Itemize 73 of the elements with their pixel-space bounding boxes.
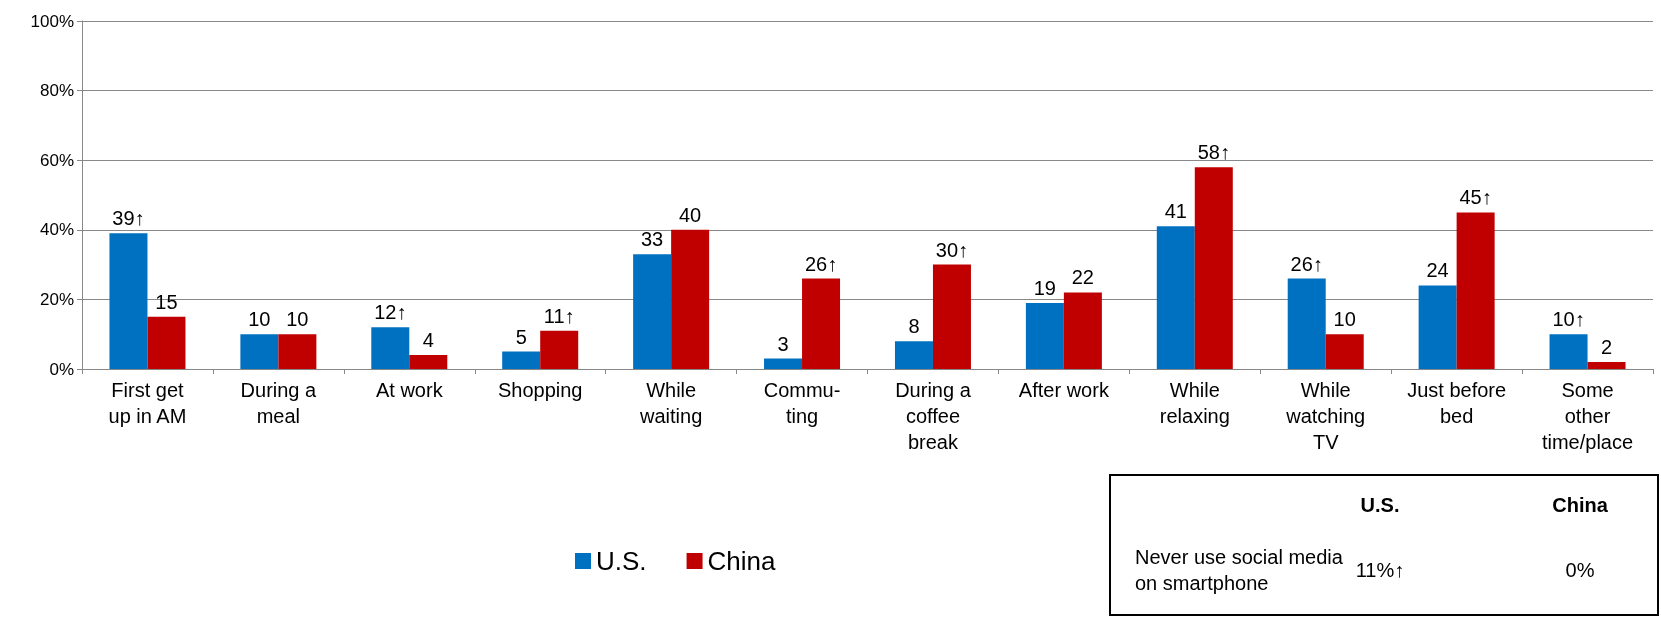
bar <box>1063 292 1102 369</box>
text: Never use social media on smartphone <box>1135 546 1344 594</box>
bar <box>1194 167 1233 369</box>
y-tick-label: 80% <box>39 81 74 101</box>
data-label: 41 <box>1164 200 1187 223</box>
bar <box>109 233 148 369</box>
data-label: 40 <box>679 203 702 226</box>
data-label: 10 <box>248 308 271 331</box>
data-label: 11↑ <box>543 304 575 327</box>
data-label: 30↑ <box>935 238 969 261</box>
data-label: 10 <box>1333 308 1356 331</box>
data-label: 33 <box>641 228 664 251</box>
bar <box>240 334 279 369</box>
bar <box>1418 285 1457 369</box>
y-tick-label: 40% <box>39 220 74 240</box>
data-label: 45↑ <box>1459 186 1492 209</box>
data-label: 39↑ <box>112 207 145 230</box>
data-label: 22 <box>1071 266 1094 289</box>
text: 11%↑ <box>1355 559 1405 581</box>
legend-label: U.S. <box>596 546 647 576</box>
bar <box>147 316 186 369</box>
text: 0% <box>1565 559 1595 581</box>
text: China <box>1552 494 1609 516</box>
x-tick-label: Shopping <box>497 379 583 401</box>
x-tick-label: Commu- ting <box>763 379 841 427</box>
x-tick-label: First get up in AM <box>108 379 187 427</box>
x-tick-label: While watching TV <box>1285 379 1366 453</box>
y-tick-label: 60% <box>39 150 74 170</box>
bar <box>502 351 541 369</box>
legend-label: China <box>707 546 777 576</box>
x-tick-label: While waiting <box>638 379 703 427</box>
x-tick-label: Some other time/place <box>1541 379 1634 453</box>
data-label: 15 <box>155 290 178 313</box>
bar <box>540 330 579 369</box>
data-label: 3 <box>777 332 789 355</box>
bar <box>671 229 710 369</box>
bar <box>1325 334 1364 369</box>
x-tick-label: Just before bed <box>1407 379 1507 427</box>
y-tick-label: 20% <box>39 289 74 309</box>
x-tick-label: During a meal <box>240 379 318 427</box>
data-label: 10 <box>286 308 309 331</box>
bar <box>1156 226 1195 369</box>
bar <box>409 355 448 369</box>
bar <box>278 334 317 369</box>
data-label: 24 <box>1426 259 1449 282</box>
bar <box>764 358 803 369</box>
data-label: 19 <box>1033 276 1056 299</box>
bar <box>633 254 672 369</box>
data-label: 26↑ <box>804 252 838 275</box>
x-tick-label: At work <box>375 379 444 401</box>
data-label: 2 <box>1600 336 1613 359</box>
bar <box>1587 362 1626 369</box>
x-tick-label: After work <box>1018 379 1110 401</box>
data-label: 5 <box>515 325 527 348</box>
bar <box>1549 334 1588 369</box>
data-label: 8 <box>908 315 920 338</box>
y-tick-label: 100% <box>30 11 74 31</box>
data-label: 26↑ <box>1290 252 1323 275</box>
x-tick-label: While relaxing <box>1159 379 1230 427</box>
bar <box>1025 302 1064 369</box>
bar <box>932 264 971 369</box>
y-tick-label: 0% <box>49 359 74 379</box>
bar <box>802 278 841 369</box>
data-label: 4 <box>422 329 434 352</box>
data-label: 58↑ <box>1197 141 1230 164</box>
bar <box>371 327 410 369</box>
text: U.S. <box>1360 494 1400 516</box>
data-label: 12↑ <box>374 301 407 324</box>
bar <box>1287 278 1326 369</box>
bar <box>894 341 933 369</box>
x-tick-label: During a coffee break <box>895 379 972 453</box>
data-label: 10↑ <box>1552 308 1585 331</box>
bar <box>1456 212 1495 369</box>
